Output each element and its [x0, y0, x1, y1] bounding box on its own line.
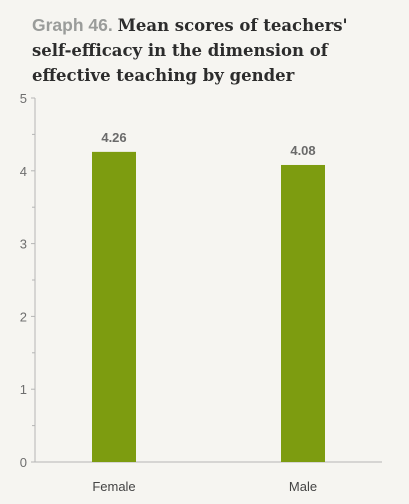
bar-male	[281, 164, 325, 462]
category-label-female: Female	[92, 479, 135, 494]
y-tick-label-2: 2	[20, 309, 27, 324]
y-tick-label-1: 1	[20, 382, 27, 397]
graph-title-text: Mean scores of teachers' self-efficacy i…	[32, 16, 348, 85]
category-label-male: Male	[289, 479, 317, 494]
y-tick-label-3: 3	[20, 237, 27, 252]
y-tick-label-4: 4	[20, 164, 27, 179]
data-label-male: 4.08	[290, 143, 315, 158]
data-label-female: 4.26	[101, 130, 126, 145]
y-tick-label-5: 5	[20, 91, 27, 106]
graph-number-label: Graph 46.	[32, 15, 113, 35]
bar-female	[92, 151, 136, 462]
y-tick-label-0: 0	[20, 455, 27, 470]
chart-title: Graph 46. Mean scores of teachers' self-…	[32, 13, 392, 88]
